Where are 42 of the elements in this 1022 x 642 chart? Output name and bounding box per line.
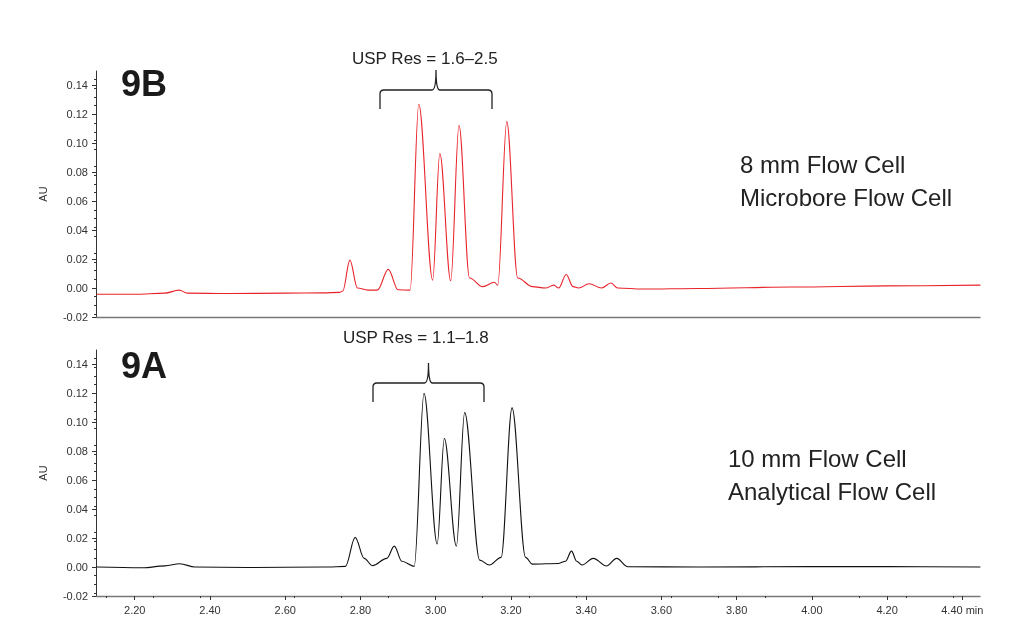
y-tick-label: 0.12	[66, 387, 88, 400]
x-tick-label: 2.40	[199, 603, 221, 616]
x-tick-label: 2.80	[349, 603, 372, 616]
x-tick-label: 2.60	[274, 603, 296, 616]
y-tick-label: 0.06	[66, 195, 88, 208]
x-tick-label: 3.80	[725, 603, 748, 616]
x-tick-label: 3.40	[575, 603, 597, 616]
line-series	[96, 103, 981, 295]
y-tick-label: 0.12	[66, 108, 88, 121]
annotation: 8 mm Flow Cell	[740, 150, 906, 178]
x-tick-label: 2.20	[124, 603, 146, 616]
x-tick-label: 3.20	[500, 603, 522, 616]
text: USP Res = 1.1–1.8	[343, 328, 489, 347]
annotation: Analytical Flow Cell	[728, 477, 937, 505]
y-tick-label: 0.08	[66, 445, 88, 458]
y-tick-label: 0.10	[66, 416, 88, 429]
y-axis-title: AU	[36, 465, 49, 481]
x-tick-label: 4.20	[876, 603, 898, 616]
y-tick-label: 0.14	[66, 358, 88, 371]
y-tick-label: 0.08	[66, 166, 88, 179]
annotation: 10 mm Flow Cell	[728, 444, 907, 472]
y-tick-label: 0.04	[66, 224, 88, 237]
text: USP Res = 1.6–2.5	[352, 49, 498, 68]
y-tick-label: -0.02	[62, 590, 88, 602]
y-tick-label: 0.04	[66, 503, 88, 516]
x-tick-label: 4.00	[801, 603, 823, 616]
y-tick-label: 0.02	[66, 532, 88, 545]
x-tick-label: 3.60	[650, 603, 673, 616]
x-tick-label: 3.00	[424, 603, 447, 616]
annotation: Microbore Flow Cell	[740, 183, 953, 211]
y-tick-label: 0.06	[66, 474, 88, 487]
line-series	[96, 392, 981, 569]
y-tick-label: -0.02	[62, 311, 88, 323]
y-tick-label: 0.02	[66, 253, 88, 266]
y-tick-label: 0.00	[66, 282, 88, 295]
y-tick-label: 0.14	[66, 79, 88, 92]
x-tick-label: 4.40 min	[941, 603, 984, 616]
y-tick-label: 0.10	[66, 137, 88, 150]
chart-title: 9A	[121, 344, 168, 386]
y-axis-title: AU	[36, 186, 49, 202]
chart-title: 9B	[121, 62, 168, 104]
y-tick-label: 0.00	[66, 561, 88, 574]
